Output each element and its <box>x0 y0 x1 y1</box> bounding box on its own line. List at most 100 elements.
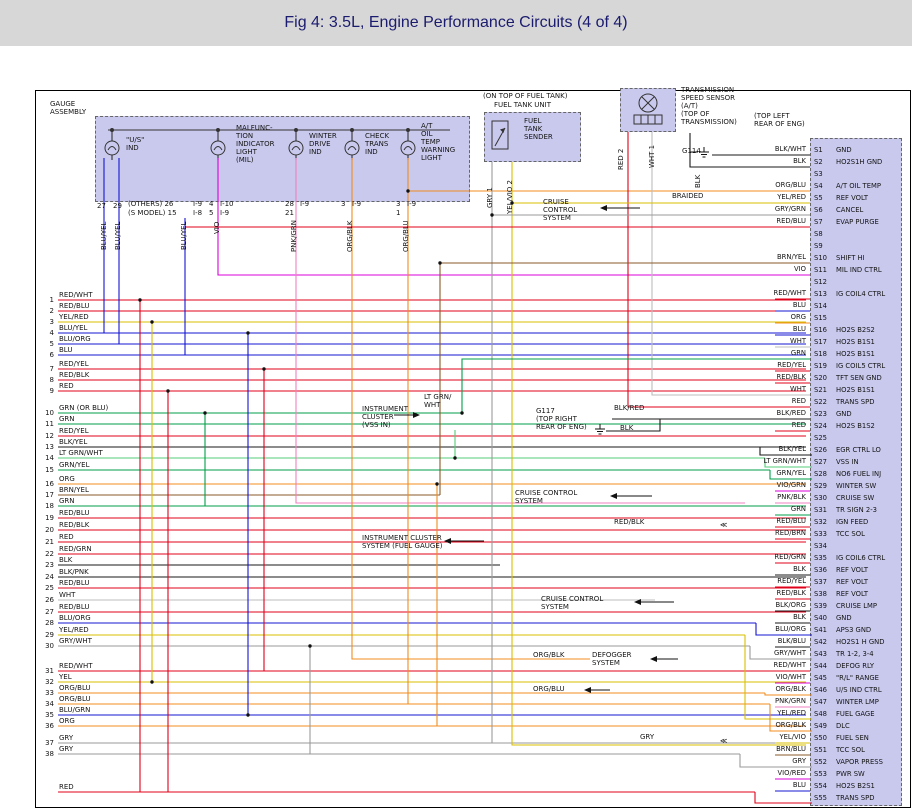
indicator-lamp-icon <box>400 140 416 156</box>
pin-number: S34 <box>814 542 827 550</box>
pin-number: S21 <box>814 386 827 394</box>
pin-number: S24 <box>814 422 827 430</box>
connector-pin-label: 29 <box>113 202 122 210</box>
junction-dot <box>150 680 154 684</box>
pin-number: S49 <box>814 722 827 730</box>
left-row-number: 29 <box>45 631 54 639</box>
wire <box>627 132 806 408</box>
left-row-number: 37 <box>45 739 54 747</box>
pin-signal-name: REF VOLT <box>836 590 868 598</box>
left-wire-color-label: ORG/BLU <box>59 684 91 692</box>
junction-dot <box>246 713 250 717</box>
pin-number: S11 <box>814 266 827 274</box>
pin-signal-name: TCC SOL <box>836 746 865 754</box>
junction-dot <box>166 389 170 393</box>
pin-wire-color-label: BLK/WHT <box>774 145 806 153</box>
wire-color-label: YEL/VIO 2 <box>506 180 514 214</box>
pin-signal-name: HO2S1 H GND <box>836 638 885 646</box>
pin-signal-name: IG COIL6 CTRL <box>836 554 886 562</box>
junction-dot <box>438 261 442 265</box>
pin-signal-name: GND <box>836 614 852 622</box>
ground-g117-label: G117 (TOP RIGHT REAR OF ENG) <box>536 407 587 431</box>
wire <box>754 792 812 804</box>
connector-pin-label: 28 <box>285 200 294 208</box>
wire-color-label: ORG/BLU <box>533 685 565 693</box>
pin-number: S31 <box>814 506 827 514</box>
left-wire-color-label: RED/BLK <box>59 521 90 529</box>
left-wire-color-label: ORG <box>59 475 75 483</box>
left-row-number: 38 <box>45 750 54 758</box>
lamp-filament-icon <box>291 146 301 151</box>
left-wire-color-label: BLU/GRN <box>59 706 91 714</box>
left-row-number: 36 <box>45 722 54 730</box>
left-row-number: 33 <box>45 689 54 697</box>
pin-number: S12 <box>814 278 827 286</box>
left-row-number: 34 <box>45 700 54 708</box>
junction-dot <box>490 213 494 217</box>
pin-number: S40 <box>814 614 827 622</box>
pin-signal-name: HO2S1H GND <box>836 158 883 166</box>
pin-signal-name: REF VOLT <box>836 194 868 202</box>
arrowhead-icon <box>600 205 640 211</box>
wire <box>461 358 806 413</box>
pin-signal-name: DLC <box>836 722 850 730</box>
pin-signal-name: FUEL GAGE <box>836 710 875 718</box>
pin-signal-name: SHIFT HI <box>836 254 865 262</box>
pin-number: S26 <box>814 446 827 454</box>
pin-wire-color-label: VIO/RED <box>777 769 806 777</box>
pin-wire-color-label: BLK/YEL <box>778 445 806 453</box>
wire-color-label: BLK/RED <box>614 404 645 412</box>
gauge-assembly-label: GAUGE ASSEMBLY <box>50 100 87 116</box>
left-row-number: 27 <box>45 608 54 616</box>
wire <box>759 447 812 456</box>
wire <box>689 152 806 168</box>
pin-wire-color-label: BRN/YEL <box>777 253 806 261</box>
lamp-label: WINTER DRIVE IND <box>309 132 337 156</box>
pin-signal-name: HO2S B2S1 <box>836 782 875 790</box>
left-wire-color-label: GRN (OR BLU) <box>59 404 109 412</box>
pin-number: S20 <box>814 374 827 382</box>
pin-number: S14 <box>814 302 827 310</box>
trans-speed-sensor-label: TRANSMISSION SPEED SENSOR (A/T) (TOP OF … <box>681 86 737 126</box>
junction-dot <box>262 367 266 371</box>
pin-wire-color-label: BLU <box>792 301 806 309</box>
pin-number: S28 <box>814 470 827 478</box>
pin-number: S6 <box>814 206 823 214</box>
trans-sensor-location-label: (TOP LEFT REAR OF ENG) <box>754 112 805 128</box>
pin-wire-color-label: LT GRN/WHT <box>763 457 806 465</box>
pin-wire-color-label: RED/GRN <box>774 553 806 561</box>
pin-number: S45 <box>814 674 827 682</box>
pin-signal-name: VAPOR PRESS <box>836 758 883 766</box>
pin-signal-name: TRANS SPD <box>836 398 875 406</box>
pin-signal-name: PWR SW <box>836 770 865 778</box>
pin-wire-color-label: YEL/VIO <box>779 733 806 741</box>
pin-wire-color-label: RED <box>791 397 806 405</box>
pin-signal-name: DEFOG RLY <box>836 662 874 670</box>
pin-number: S22 <box>814 398 827 406</box>
left-row-number: 28 <box>45 619 54 627</box>
wire <box>764 458 812 468</box>
fuel-tank-unit-label: FUEL TANK UNIT <box>494 101 551 109</box>
pin-wire-color-label: RED/BLU <box>776 517 806 525</box>
pin-number: S51 <box>814 746 827 754</box>
pin-number: S29 <box>814 482 827 490</box>
pin-number: S19 <box>814 362 827 370</box>
pin-signal-name: HO2S B1S2 <box>836 422 875 430</box>
wire-color-label: BLU/YEL <box>114 221 122 250</box>
wire-color-label: RED/BLK <box>614 518 645 526</box>
left-wire-color-label: RED <box>59 533 74 541</box>
braided-label: BRAIDED <box>672 192 704 200</box>
left-row-number: 10 <box>45 409 54 417</box>
connector-pin-label: 27 <box>97 202 106 210</box>
wire <box>764 693 812 696</box>
wire-color-label: BLU/YEL <box>180 221 188 250</box>
lamp-filament-icon <box>347 146 357 151</box>
pin-signal-name: CANCEL <box>836 206 864 214</box>
connector-pin-label: 4 <box>209 200 214 208</box>
left-wire-color-label: BLK/YEL <box>59 438 88 446</box>
pin-number: S37 <box>814 578 827 586</box>
pin-wire-color-label: RED/WHT <box>773 289 806 297</box>
cruise-control-label: CRUISE CONTROL SYSTEM <box>541 595 604 611</box>
arrowhead-icon <box>394 412 420 418</box>
connector-pin-label: I-8 <box>193 209 203 217</box>
